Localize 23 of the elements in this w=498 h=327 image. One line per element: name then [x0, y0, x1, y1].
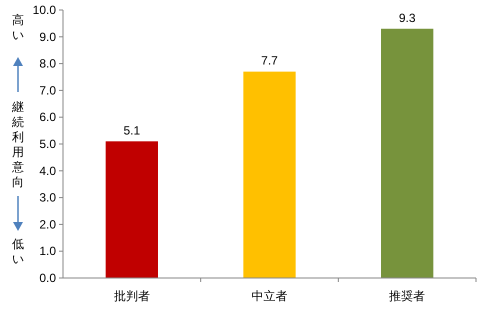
text: 低い: [12, 237, 24, 266]
x-tick-label: 推奨者: [389, 289, 426, 303]
y-tick-label: 10.0: [32, 3, 56, 17]
y-tick-label: 3.0: [39, 190, 56, 205]
y-tick-label: 0.0: [39, 271, 56, 285]
y-tick-label: 7.0: [39, 83, 56, 98]
data-label: 5.1: [123, 123, 140, 138]
x-tick-label: 中立者: [252, 289, 288, 303]
y-tick-label: 6.0: [39, 110, 56, 124]
y-tick-label: 8.0: [39, 56, 56, 71]
x-tick-label: 批判者: [114, 289, 150, 303]
y-tick-label: 5.0: [39, 137, 56, 151]
text: 高い: [12, 13, 24, 42]
data-label: 7.7: [261, 54, 278, 68]
y-tick-label: 1.0: [39, 244, 56, 258]
y-axis-title: 継続利用意向: [11, 100, 24, 189]
bar: [381, 28, 434, 278]
y-tick-label: 9.0: [39, 30, 56, 44]
y-tick-label: 2.0: [39, 217, 56, 232]
data-label: 9.3: [398, 10, 416, 25]
y-tick-label: 4.0: [39, 164, 56, 178]
bar: [106, 141, 158, 278]
bar: [243, 72, 296, 278]
